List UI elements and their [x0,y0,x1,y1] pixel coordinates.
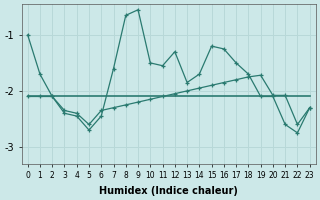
X-axis label: Humidex (Indice chaleur): Humidex (Indice chaleur) [99,186,238,196]
